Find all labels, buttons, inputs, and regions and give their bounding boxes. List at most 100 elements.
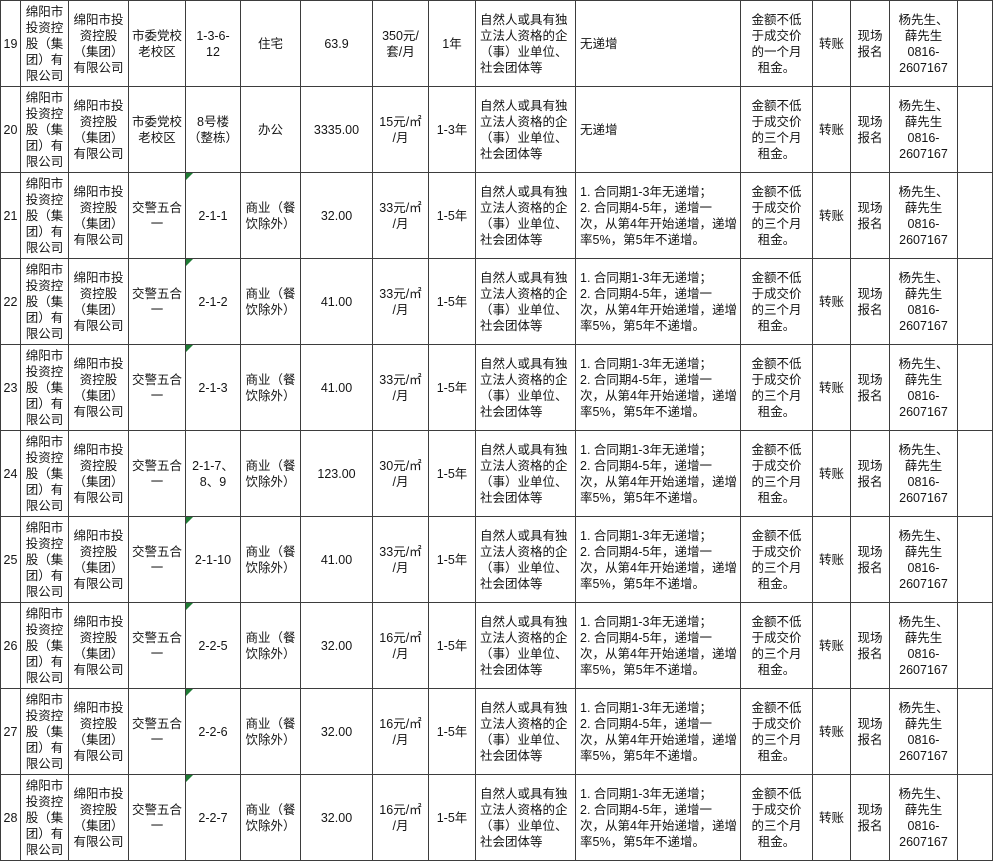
cell-area-sqm[interactable]: 32.00 [301, 775, 373, 861]
cell-lease-term[interactable]: 1-5年 [429, 775, 476, 861]
cell-area-sqm[interactable]: 32.00 [301, 173, 373, 259]
cell-rent-price[interactable]: 16元/㎡ /月 [373, 603, 429, 689]
cell-unit-number[interactable]: 2-2-6 [186, 689, 241, 775]
cell-lessor-company[interactable]: 绵阳市 投资控 股（集 团）有 限公司 [21, 603, 69, 689]
cell-lessor-company[interactable]: 绵阳市 投资控 股（集 团）有 限公司 [21, 173, 69, 259]
cell-remark[interactable] [958, 431, 993, 517]
cell-rent-escalation[interactable]: 1. 合同期1-3年无递增； 2. 合同期4-5年，递增一 次，从第4年开始递增… [576, 775, 741, 861]
cell-unit-number[interactable]: 2-2-5 [186, 603, 241, 689]
cell-rent-price[interactable]: 350元/ 套/月 [373, 1, 429, 87]
cell-asset-location[interactable]: 交警五合 一 [129, 345, 186, 431]
cell-row-number[interactable]: 24 [1, 431, 21, 517]
cell-remark[interactable] [958, 259, 993, 345]
cell-contact-info[interactable]: 杨先生、 薛先生 0816- 2607167 [890, 775, 958, 861]
cell-lessor-company[interactable]: 绵阳市 投资控 股（集 团）有 限公司 [21, 345, 69, 431]
cell-operating-company[interactable]: 绵阳市投 资控股 （集团） 有限公司 [69, 1, 129, 87]
cell-remark[interactable] [958, 87, 993, 173]
cell-rent-escalation[interactable]: 1. 合同期1-3年无递增； 2. 合同期4-5年，递增一 次，从第4年开始递增… [576, 517, 741, 603]
cell-rent-price[interactable]: 33元/㎡ /月 [373, 173, 429, 259]
cell-rent-price[interactable]: 16元/㎡ /月 [373, 775, 429, 861]
cell-area-sqm[interactable]: 63.9 [301, 1, 373, 87]
cell-payment-method[interactable]: 转账 [813, 431, 851, 517]
cell-rent-escalation[interactable]: 无递增 [576, 1, 741, 87]
cell-operating-company[interactable]: 绵阳市投 资控股 （集团） 有限公司 [69, 173, 129, 259]
cell-operating-company[interactable]: 绵阳市投 资控股 （集团） 有限公司 [69, 431, 129, 517]
cell-deposit-requirement[interactable]: 金额不低 于成交价 的三个月 租金。 [741, 345, 813, 431]
cell-tenant-qualification[interactable]: 自然人或具有独 立法人资格的企 （事）业单位、 社会团体等 [476, 603, 576, 689]
cell-unit-number[interactable]: 2-1-10 [186, 517, 241, 603]
cell-contact-info[interactable]: 杨先生、 薛先生 0816- 2607167 [890, 1, 958, 87]
cell-lease-term[interactable]: 1-5年 [429, 259, 476, 345]
cell-registration-method[interactable]: 现场 报名 [851, 689, 890, 775]
cell-usage-type[interactable]: 商业（餐 饮除外） [241, 431, 301, 517]
cell-usage-type[interactable]: 商业（餐 饮除外） [241, 517, 301, 603]
cell-operating-company[interactable]: 绵阳市投 资控股 （集团） 有限公司 [69, 775, 129, 861]
cell-operating-company[interactable]: 绵阳市投 资控股 （集团） 有限公司 [69, 87, 129, 173]
cell-tenant-qualification[interactable]: 自然人或具有独 立法人资格的企 （事）业单位、 社会团体等 [476, 517, 576, 603]
cell-remark[interactable] [958, 173, 993, 259]
cell-area-sqm[interactable]: 3335.00 [301, 87, 373, 173]
cell-asset-location[interactable]: 交警五合 一 [129, 775, 186, 861]
cell-registration-method[interactable]: 现场 报名 [851, 87, 890, 173]
cell-asset-location[interactable]: 市委党校 老校区 [129, 1, 186, 87]
cell-payment-method[interactable]: 转账 [813, 345, 851, 431]
cell-lease-term[interactable]: 1年 [429, 1, 476, 87]
cell-rent-escalation[interactable]: 1. 合同期1-3年无递增； 2. 合同期4-5年，递增一 次，从第4年开始递增… [576, 603, 741, 689]
cell-deposit-requirement[interactable]: 金额不低 于成交价 的三个月 租金。 [741, 173, 813, 259]
cell-lease-term[interactable]: 1-3年 [429, 87, 476, 173]
cell-contact-info[interactable]: 杨先生、 薛先生 0816- 2607167 [890, 345, 958, 431]
cell-payment-method[interactable]: 转账 [813, 87, 851, 173]
cell-lessor-company[interactable]: 绵阳市 投资控 股（集 团）有 限公司 [21, 87, 69, 173]
cell-remark[interactable] [958, 1, 993, 87]
cell-rent-escalation[interactable]: 1. 合同期1-3年无递增； 2. 合同期4-5年，递增一 次，从第4年开始递增… [576, 345, 741, 431]
cell-operating-company[interactable]: 绵阳市投 资控股 （集团） 有限公司 [69, 345, 129, 431]
cell-lease-term[interactable]: 1-5年 [429, 517, 476, 603]
cell-operating-company[interactable]: 绵阳市投 资控股 （集团） 有限公司 [69, 689, 129, 775]
cell-row-number[interactable]: 23 [1, 345, 21, 431]
cell-unit-number[interactable]: 1-3-6- 12 [186, 1, 241, 87]
cell-registration-method[interactable]: 现场 报名 [851, 775, 890, 861]
cell-tenant-qualification[interactable]: 自然人或具有独 立法人资格的企 （事）业单位、 社会团体等 [476, 775, 576, 861]
cell-tenant-qualification[interactable]: 自然人或具有独 立法人资格的企 （事）业单位、 社会团体等 [476, 431, 576, 517]
cell-payment-method[interactable]: 转账 [813, 517, 851, 603]
cell-rent-escalation[interactable]: 无递增 [576, 87, 741, 173]
cell-payment-method[interactable]: 转账 [813, 689, 851, 775]
cell-area-sqm[interactable]: 41.00 [301, 259, 373, 345]
cell-asset-location[interactable]: 交警五合 一 [129, 689, 186, 775]
cell-area-sqm[interactable]: 32.00 [301, 603, 373, 689]
cell-contact-info[interactable]: 杨先生、 薛先生 0816- 2607167 [890, 517, 958, 603]
cell-usage-type[interactable]: 商业（餐 饮除外） [241, 689, 301, 775]
cell-lease-term[interactable]: 1-5年 [429, 689, 476, 775]
cell-row-number[interactable]: 22 [1, 259, 21, 345]
cell-registration-method[interactable]: 现场 报名 [851, 345, 890, 431]
cell-lease-term[interactable]: 1-5年 [429, 173, 476, 259]
cell-lessor-company[interactable]: 绵阳市 投资控 股（集 团）有 限公司 [21, 689, 69, 775]
cell-asset-location[interactable]: 交警五合 一 [129, 259, 186, 345]
cell-registration-method[interactable]: 现场 报名 [851, 259, 890, 345]
cell-row-number[interactable]: 19 [1, 1, 21, 87]
cell-registration-method[interactable]: 现场 报名 [851, 603, 890, 689]
cell-tenant-qualification[interactable]: 自然人或具有独 立法人资格的企 （事）业单位、 社会团体等 [476, 345, 576, 431]
cell-contact-info[interactable]: 杨先生、 薛先生 0816- 2607167 [890, 431, 958, 517]
cell-row-number[interactable]: 28 [1, 775, 21, 861]
cell-registration-method[interactable]: 现场 报名 [851, 517, 890, 603]
cell-lessor-company[interactable]: 绵阳市 投资控 股（集 团）有 限公司 [21, 1, 69, 87]
cell-asset-location[interactable]: 交警五合 一 [129, 431, 186, 517]
cell-rent-escalation[interactable]: 1. 合同期1-3年无递增； 2. 合同期4-5年，递增一 次，从第4年开始递增… [576, 689, 741, 775]
cell-deposit-requirement[interactable]: 金额不低 于成交价 的三个月 租金。 [741, 259, 813, 345]
cell-deposit-requirement[interactable]: 金额不低 于成交价 的三个月 租金。 [741, 689, 813, 775]
cell-remark[interactable] [958, 345, 993, 431]
cell-rent-price[interactable]: 33元/㎡ /月 [373, 345, 429, 431]
cell-rent-price[interactable]: 33元/㎡ /月 [373, 517, 429, 603]
cell-remark[interactable] [958, 603, 993, 689]
cell-remark[interactable] [958, 775, 993, 861]
cell-operating-company[interactable]: 绵阳市投 资控股 （集团） 有限公司 [69, 517, 129, 603]
cell-operating-company[interactable]: 绵阳市投 资控股 （集团） 有限公司 [69, 259, 129, 345]
cell-deposit-requirement[interactable]: 金额不低 于成交价 的三个月 租金。 [741, 603, 813, 689]
cell-contact-info[interactable]: 杨先生、 薛先生 0816- 2607167 [890, 259, 958, 345]
cell-contact-info[interactable]: 杨先生、 薛先生 0816- 2607167 [890, 689, 958, 775]
cell-unit-number[interactable]: 2-1-3 [186, 345, 241, 431]
cell-rent-escalation[interactable]: 1. 合同期1-3年无递增； 2. 合同期4-5年，递增一 次，从第4年开始递增… [576, 431, 741, 517]
cell-lease-term[interactable]: 1-5年 [429, 603, 476, 689]
cell-area-sqm[interactable]: 41.00 [301, 517, 373, 603]
